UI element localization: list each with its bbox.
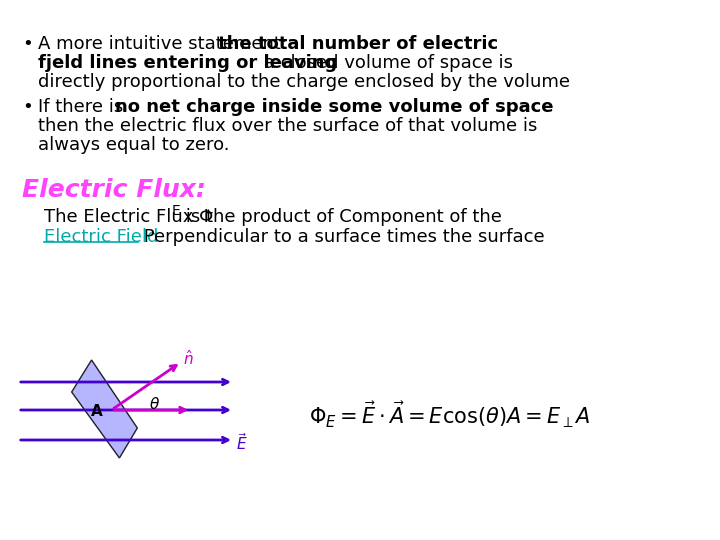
Text: If there is: If there is — [38, 98, 129, 116]
Text: The Electric Flux Φ: The Electric Flux Φ — [44, 208, 213, 226]
Text: then the electric flux over the surface of that volume is: then the electric flux over the surface … — [38, 117, 537, 135]
Text: A more intuitive statement:: A more intuitive statement: — [38, 35, 292, 53]
Text: directly proportional to the charge enclosed by the volume: directly proportional to the charge encl… — [38, 73, 570, 91]
Text: fjeld lines entering or leaving: fjeld lines entering or leaving — [38, 54, 337, 72]
Text: Electric Field: Electric Field — [44, 228, 158, 246]
Text: always equal to zero.: always equal to zero. — [38, 136, 229, 154]
Text: Electric Flux:: Electric Flux: — [22, 178, 206, 202]
Text: E: E — [171, 204, 180, 218]
Text: •: • — [22, 98, 32, 116]
Text: is the product of Component of the: is the product of Component of the — [181, 208, 503, 226]
Text: a closed volume of space is: a closed volume of space is — [258, 54, 513, 72]
Text: Perpendicular to a surface times the surface: Perpendicular to a surface times the sur… — [138, 228, 544, 246]
Text: •: • — [22, 35, 32, 53]
Text: $\hat{n}$: $\hat{n}$ — [183, 349, 194, 368]
Text: $\vec{E}$: $\vec{E}$ — [236, 433, 248, 454]
Text: no net charge inside some volume of space: no net charge inside some volume of spac… — [115, 98, 554, 116]
Text: the total number of electric: the total number of electric — [217, 35, 498, 53]
Polygon shape — [72, 360, 138, 458]
Text: A: A — [91, 404, 102, 420]
Text: $\theta$: $\theta$ — [149, 396, 161, 412]
Text: $\Phi_E = \vec{E} \cdot \vec{A} = E\cos(\theta)A = E_\perp A$: $\Phi_E = \vec{E} \cdot \vec{A} = E\cos(… — [308, 400, 590, 430]
